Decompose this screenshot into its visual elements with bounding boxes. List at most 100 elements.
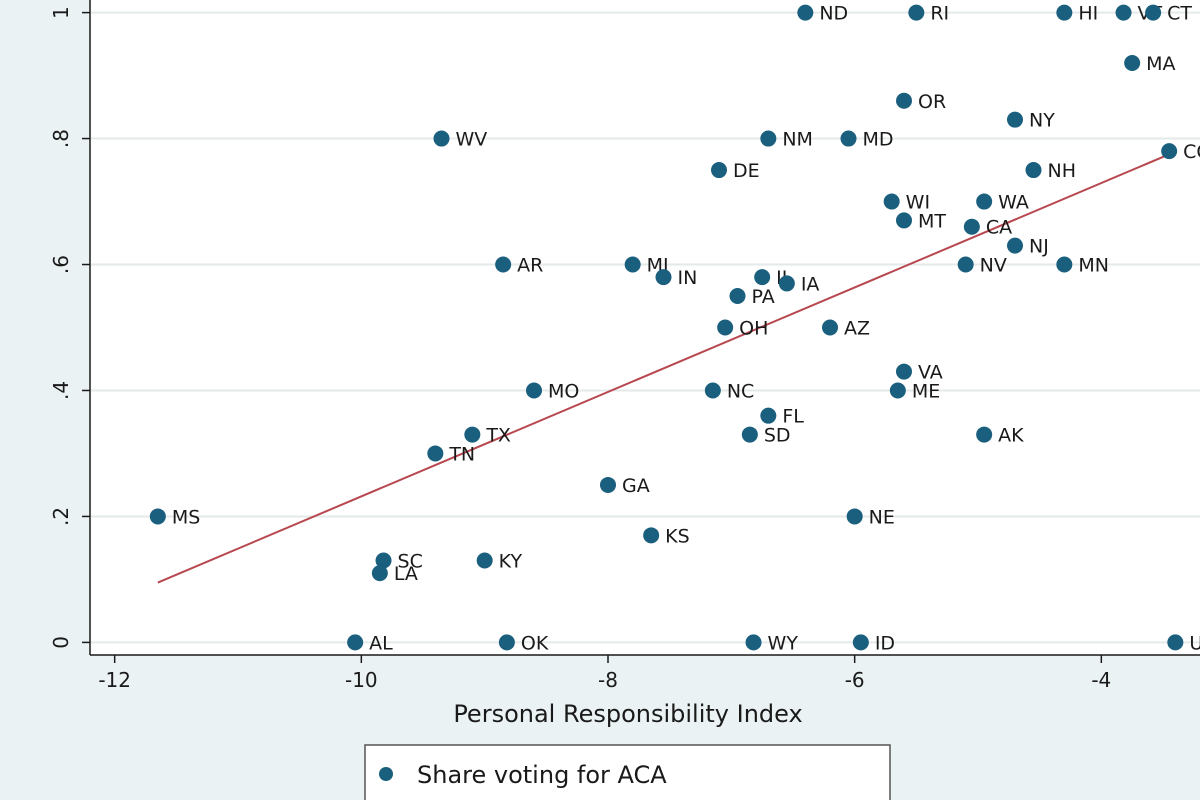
point-label-wy: WY [768, 632, 799, 654]
point-label-ri: RI [930, 3, 949, 25]
point-label-nv: NV [980, 255, 1007, 277]
fit-line-group [157, 153, 1170, 584]
point-wi [883, 193, 900, 210]
point-label-id: ID [875, 632, 895, 654]
point-label-ut: UT [1189, 632, 1200, 654]
point-wv [433, 130, 450, 147]
point-label-pa: PA [752, 286, 775, 308]
point-label-nj: NJ [1029, 236, 1049, 258]
y-tick-label: 0 [49, 636, 73, 649]
point-tx [464, 426, 481, 443]
point-label-co: CO [1183, 141, 1200, 163]
point-label-sd: SD [764, 425, 791, 447]
point-vt [1115, 4, 1132, 21]
point-label-ca: CA [986, 217, 1012, 239]
point-ms [149, 508, 166, 525]
point-label-in: IN [678, 267, 698, 289]
y-tick-label: .6 [49, 255, 73, 274]
point-mn [1056, 256, 1073, 273]
axis-ticks: 0 .2 .4 .6 .8 1 -12 -10 -8 -6 -4 [49, 6, 1111, 692]
point-me [889, 382, 906, 399]
point-label-nc: NC [727, 380, 754, 402]
point-label-ar: AR [517, 255, 543, 277]
legend-box [364, 744, 891, 800]
point-ok [498, 634, 515, 651]
point-sd [741, 426, 758, 443]
point-label-fl: FL [782, 406, 804, 428]
point-or [896, 92, 912, 109]
point-label-nd: ND [819, 3, 848, 25]
point-label-ma: MA [1146, 53, 1175, 75]
point-label-md: MD [863, 129, 894, 151]
point-label-mn: MN [1078, 255, 1109, 277]
gridlines [90, 11, 1200, 644]
point-al [347, 634, 364, 651]
point-mo [526, 382, 542, 399]
point-fl [760, 407, 777, 424]
point-label-ak: AK [998, 425, 1024, 447]
point-ma [1124, 54, 1141, 71]
point-hi [1056, 4, 1073, 21]
point-label-nm: NM [782, 129, 813, 151]
point-label-tn: TN [448, 443, 475, 465]
y-tick-label: .8 [49, 129, 73, 148]
point-label-az: AZ [844, 318, 870, 340]
point-nd [797, 4, 814, 21]
x-tick-label: -6 [845, 668, 865, 692]
x-tick-label: -10 [345, 668, 378, 692]
point-label-ms: MS [172, 506, 200, 528]
point-label-va: VA [918, 362, 943, 384]
point-id [852, 634, 869, 651]
x-tick-label: -4 [1091, 668, 1111, 692]
point-label-al: AL [369, 632, 393, 654]
point-ga [600, 476, 616, 493]
point-tn [427, 445, 444, 462]
point-md [840, 130, 857, 147]
point-oh [717, 319, 734, 336]
point-label-wv: WV [456, 129, 488, 151]
point-label-mt: MT [918, 210, 946, 232]
point-ct [1145, 4, 1162, 21]
point-va [896, 363, 912, 380]
legend-label: Share voting for ACA [417, 761, 667, 789]
point-wa [976, 193, 993, 210]
data-points: NDRIHIVTCTMAORNYWVNMMDCODENHWIWAMTCANJAR… [149, 3, 1200, 654]
point-il [754, 269, 771, 286]
x-axis-title: Personal Responsibility Index [453, 700, 802, 728]
point-ut [1167, 634, 1184, 651]
point-nj [1007, 237, 1023, 254]
fit-line [157, 153, 1170, 584]
point-de [711, 162, 727, 179]
point-label-ny: NY [1029, 110, 1055, 132]
y-tick-label: .4 [49, 381, 73, 400]
point-la [371, 565, 388, 582]
point-label-ky: KY [499, 551, 523, 573]
point-ar [495, 256, 512, 273]
point-label-ok: OK [521, 632, 549, 654]
point-label-wi: WI [906, 192, 930, 214]
point-label-wa: WA [998, 192, 1029, 214]
point-az [822, 319, 838, 336]
point-sc [375, 552, 392, 569]
point-nm [760, 130, 777, 147]
point-mt [896, 212, 912, 229]
legend-marker [379, 767, 393, 781]
point-label-sc: SC [398, 551, 423, 573]
point-label-hi: HI [1078, 3, 1098, 25]
point-label-tx: TX [485, 425, 511, 447]
point-nh [1025, 162, 1042, 179]
point-ri [908, 4, 925, 21]
point-label-de: DE [733, 160, 760, 182]
point-ny [1007, 111, 1023, 128]
point-wy [745, 634, 762, 651]
point-ky [476, 552, 493, 569]
point-label-ne: NE [869, 506, 895, 528]
point-ne [846, 508, 863, 525]
y-tick-label: .2 [49, 507, 73, 526]
x-tick-label: -8 [598, 668, 618, 692]
point-label-mo: MO [548, 380, 579, 402]
point-label-ia: IA [801, 273, 820, 295]
point-label-ct: CT [1167, 3, 1192, 25]
point-label-ga: GA [622, 475, 650, 497]
